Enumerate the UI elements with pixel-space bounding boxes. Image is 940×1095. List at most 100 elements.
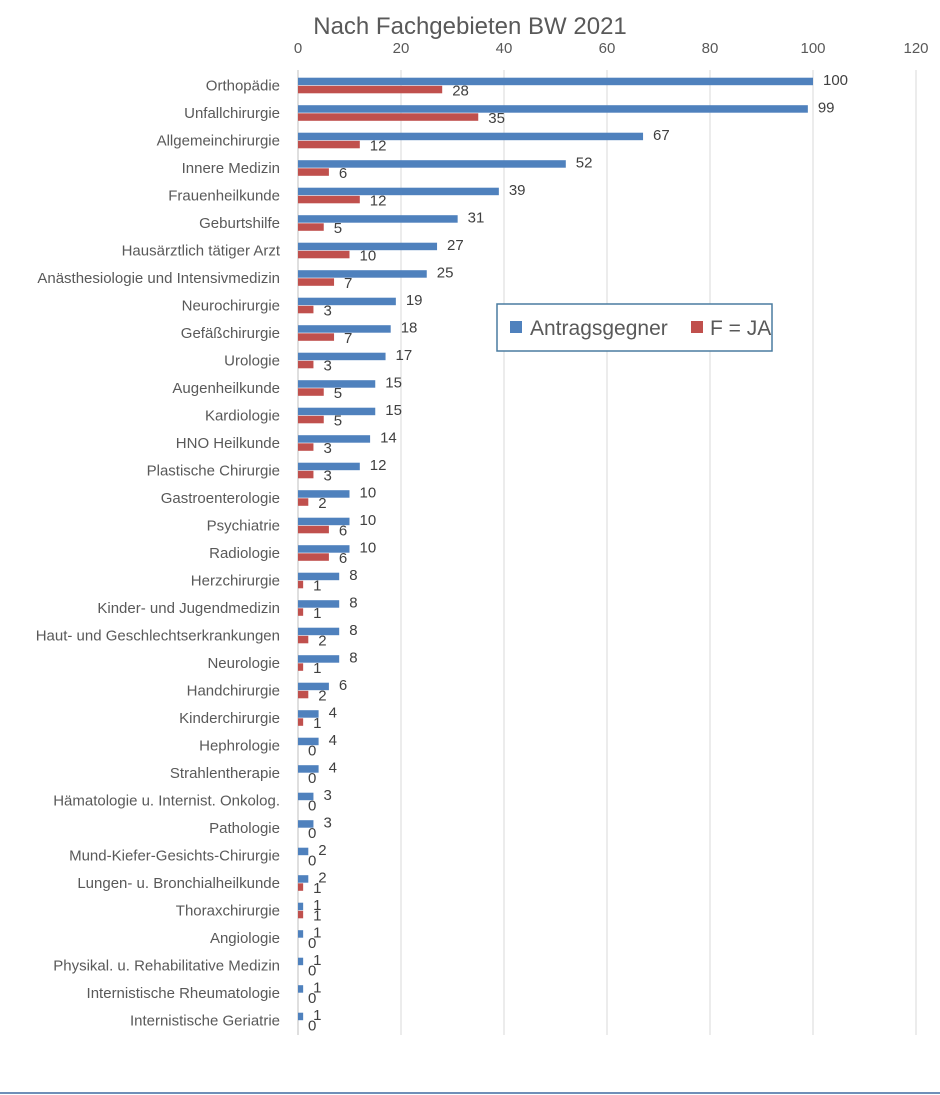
data-label-f-ja: 35: [488, 110, 505, 127]
bar-antragsgegner: [298, 270, 427, 278]
category-label: HNO Heilkunde: [176, 435, 280, 452]
category-label: Internistische Geriatrie: [130, 1013, 280, 1030]
chart-title: Nach Fachgebieten BW 2021: [313, 13, 627, 40]
bar-f-ja: [298, 140, 360, 149]
data-label-f-ja: 5: [334, 413, 342, 430]
bar-antragsgegner: [298, 875, 309, 883]
data-label-f-ja: 1: [313, 880, 321, 897]
data-label-f-ja: 5: [334, 385, 342, 402]
category-label: Allgemeinchirurgie: [157, 133, 280, 150]
bottom-rule: [0, 1092, 940, 1094]
category-label: Urologie: [224, 353, 280, 370]
category-label: Gefäßchirurgie: [181, 325, 280, 342]
bar-antragsgegner: [298, 627, 340, 636]
data-label-f-ja: 1: [313, 908, 321, 925]
bar-antragsgegner: [298, 105, 808, 113]
data-label-antragsgegner: 10: [360, 540, 377, 557]
data-label-antragsgegner: 8: [349, 622, 357, 639]
data-label-antragsgegner: 1: [313, 952, 321, 969]
bar-antragsgegner: [298, 325, 391, 333]
data-label-f-ja: 6: [339, 550, 347, 567]
category-label: Angiologie: [210, 930, 280, 947]
category-label: Geburtshilfe: [199, 215, 280, 232]
bar-f-ja: [298, 333, 335, 341]
data-label-antragsgegner: 10: [360, 512, 377, 529]
data-label-antragsgegner: 19: [406, 292, 423, 309]
data-label-antragsgegner: 8: [349, 650, 357, 667]
data-label-antragsgegner: 4: [329, 760, 337, 777]
data-label-f-ja: 6: [339, 523, 347, 540]
legend-swatch-antragsgegner: [510, 321, 522, 333]
bar-f-ja: [298, 498, 309, 506]
category-label: Frauenheilkunde: [168, 188, 280, 205]
bar-antragsgegner: [298, 380, 376, 388]
data-label-antragsgegner: 18: [401, 320, 418, 337]
data-label-antragsgegner: 2: [318, 842, 326, 859]
bar-f-ja: [298, 305, 314, 314]
bar-f-ja: [298, 168, 329, 176]
bar-antragsgegner: [298, 352, 386, 361]
data-label-f-ja: 7: [344, 330, 352, 347]
data-label-f-ja: 3: [323, 440, 331, 457]
bar-antragsgegner: [298, 1012, 304, 1021]
bar-f-ja: [298, 360, 314, 369]
bar-f-ja: [298, 580, 304, 589]
bar-antragsgegner: [298, 820, 314, 828]
category-label: Thoraxchirurgie: [176, 903, 280, 920]
category-labels: Orthopädie Unfallchirurgie Allgemeinchirur…: [36, 78, 281, 1030]
data-label-antragsgegner: 25: [437, 265, 454, 282]
category-label: Radiologie: [209, 545, 280, 562]
category-label: Kinderchirurgie: [179, 710, 280, 727]
bar-antragsgegner: [298, 765, 319, 773]
data-label-f-ja: 0: [308, 853, 316, 870]
category-label: Hämatologie u. Internist. Onkolog.: [53, 793, 280, 810]
data-label-f-ja: 0: [308, 743, 316, 760]
category-label: Plastische Chirurgie: [147, 463, 280, 480]
data-label-antragsgegner: 4: [329, 732, 337, 749]
data-label-f-ja: 0: [308, 990, 316, 1007]
data-label-antragsgegner: 1: [313, 980, 321, 997]
legend: Antragsgegner F = JA: [496, 303, 773, 352]
category-label: Physikal. u. Rehabilitative Medizin: [53, 958, 280, 975]
bar-f-ja: [298, 690, 309, 699]
x-tick-label: 40: [496, 40, 513, 57]
data-label-antragsgegner: 67: [653, 127, 670, 144]
category-label: Pathologie: [209, 820, 280, 837]
category-label: Hephrologie: [199, 738, 280, 755]
category-label: Hausärztlich tätiger Arzt: [122, 243, 281, 260]
data-label-antragsgegner: 1: [313, 925, 321, 942]
bar-f-ja: [298, 608, 304, 616]
bar-antragsgegner: [298, 792, 314, 801]
data-label-f-ja: 6: [339, 165, 347, 182]
bar-antragsgegner: [298, 517, 350, 526]
bar-f-ja: [298, 910, 304, 919]
category-label: Innere Medizin: [182, 160, 280, 177]
data-label-f-ja: 0: [308, 770, 316, 787]
legend-label-f-ja: F = JA: [710, 317, 771, 340]
x-tick-label: 80: [702, 40, 719, 57]
bar-antragsgegner: [298, 710, 319, 718]
bar-antragsgegner: [298, 160, 566, 168]
category-label: Gastroenterologie: [161, 490, 280, 507]
data-label-antragsgegner: 8: [349, 595, 357, 612]
data-label-f-ja: 12: [370, 138, 387, 155]
bar-antragsgegner: [298, 847, 309, 856]
data-label-f-ja: 1: [313, 715, 321, 732]
data-label-antragsgegner: 3: [323, 815, 331, 832]
x-tick-label: 20: [393, 40, 410, 57]
bar-antragsgegner: [298, 297, 396, 306]
bar-f-ja: [298, 525, 329, 534]
bar-f-ja: [298, 113, 479, 121]
data-label-f-ja: 10: [360, 248, 377, 265]
bar-antragsgegner: [298, 985, 304, 993]
category-label: Anästhesiologie und Intensivmedizin: [37, 270, 280, 287]
data-label-f-ja: 5: [334, 220, 342, 237]
category-label: Psychiatrie: [207, 518, 280, 535]
bar-antragsgegner: [298, 132, 644, 141]
data-label-f-ja: 1: [313, 660, 321, 677]
data-label-antragsgegner: 31: [468, 210, 485, 227]
bar-f-ja: [298, 635, 309, 644]
bar-antragsgegner: [298, 407, 376, 416]
data-label-f-ja: 0: [308, 1018, 316, 1035]
